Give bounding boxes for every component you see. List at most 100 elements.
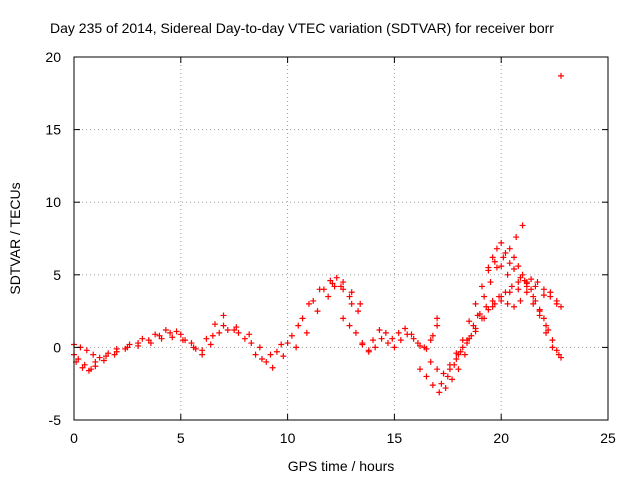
data-point (333, 274, 340, 281)
x-tick-label: 25 (600, 430, 616, 446)
data-point (553, 347, 560, 354)
data-point (511, 254, 518, 261)
data-point (423, 345, 430, 352)
data-point (246, 331, 253, 338)
data-point (515, 279, 522, 286)
data-point (558, 354, 565, 361)
data-point (83, 347, 90, 354)
data-point (547, 289, 554, 296)
chart-title: Day 235 of 2014, Sidereal Day-to-day VTE… (50, 20, 554, 36)
data-point (481, 315, 488, 322)
data-point (451, 361, 458, 368)
data-point (100, 357, 107, 364)
data-point (382, 329, 389, 336)
data-point (122, 345, 129, 352)
data-point (498, 263, 505, 270)
data-point (493, 264, 500, 271)
data-point (376, 326, 383, 333)
series-track-d (340, 315, 441, 354)
data-point (152, 331, 159, 338)
data-point (429, 382, 436, 389)
data-point (519, 222, 526, 229)
data-point (427, 337, 434, 344)
data-point (241, 335, 248, 342)
x-tick-label: 20 (493, 430, 509, 446)
data-point (331, 283, 338, 290)
data-point (442, 385, 449, 392)
data-point (513, 234, 520, 241)
data-point (558, 303, 565, 310)
data-point (190, 344, 197, 351)
data-point (139, 335, 146, 342)
data-point (545, 326, 552, 333)
data-point (372, 344, 379, 351)
data-point (528, 276, 535, 283)
data-point (348, 300, 355, 307)
data-point (466, 318, 473, 325)
data-point (179, 337, 186, 344)
data-point (305, 300, 312, 307)
data-point (504, 271, 511, 278)
series-track-b (71, 280, 362, 361)
data-point (355, 308, 362, 315)
data-point (135, 342, 142, 349)
data-point (506, 289, 513, 296)
data-point (105, 350, 112, 357)
data-point (177, 331, 184, 338)
data-point (515, 286, 522, 293)
x-tick-label: 0 (70, 430, 78, 446)
data-point (543, 322, 550, 329)
data-point (235, 329, 242, 336)
data-point (506, 245, 513, 252)
data-point (370, 337, 377, 344)
data-point (528, 286, 535, 293)
data-point (111, 351, 118, 358)
data-point (540, 286, 547, 293)
data-point (158, 335, 165, 342)
data-point (429, 332, 436, 339)
data-point (536, 306, 543, 313)
data-point (85, 367, 92, 374)
data-point (325, 293, 332, 300)
data-point (320, 286, 327, 293)
data-point (188, 340, 195, 347)
data-point (517, 297, 524, 304)
data-point (449, 376, 456, 383)
y-tick-label: -5 (49, 412, 62, 428)
data-point (147, 340, 154, 347)
data-point (299, 315, 306, 322)
data-point (453, 356, 460, 363)
data-point (534, 279, 541, 286)
data-point (549, 344, 556, 351)
data-point (530, 293, 537, 300)
series-track-c (73, 283, 355, 374)
data-point (216, 329, 223, 336)
data-point (397, 337, 404, 344)
data-point (440, 370, 447, 377)
data-point (476, 311, 483, 318)
data-point (203, 335, 210, 342)
axis-ticks (73, 56, 609, 421)
data-point (295, 322, 302, 329)
series-track-j (455, 280, 565, 358)
data-point (348, 289, 355, 296)
data-point (487, 279, 494, 286)
data-point (515, 263, 522, 270)
data-point (491, 258, 498, 265)
data-point (357, 300, 364, 307)
x-tick-label: 10 (280, 430, 296, 446)
data-point (126, 341, 133, 348)
data-point (506, 260, 513, 267)
data-point (173, 328, 180, 335)
series-track-k (485, 239, 565, 361)
data-point (540, 315, 547, 322)
data-point (359, 341, 366, 348)
data-point (461, 351, 468, 358)
data-point (455, 366, 462, 373)
data-point (340, 286, 347, 293)
data-point (79, 364, 86, 371)
data-point (481, 293, 488, 300)
data-point (455, 351, 462, 358)
data-point (508, 283, 515, 290)
series-track-e (359, 315, 441, 355)
